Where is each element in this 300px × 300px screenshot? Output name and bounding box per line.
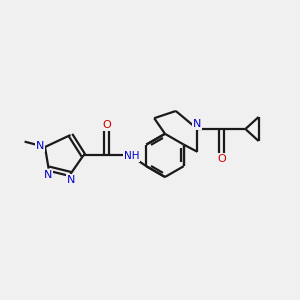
Text: O: O — [102, 120, 111, 130]
Text: N: N — [67, 175, 75, 185]
Text: N: N — [44, 169, 52, 180]
Text: N: N — [35, 141, 44, 152]
Text: O: O — [217, 154, 226, 164]
Text: N: N — [193, 119, 202, 129]
Text: NH: NH — [124, 151, 140, 161]
